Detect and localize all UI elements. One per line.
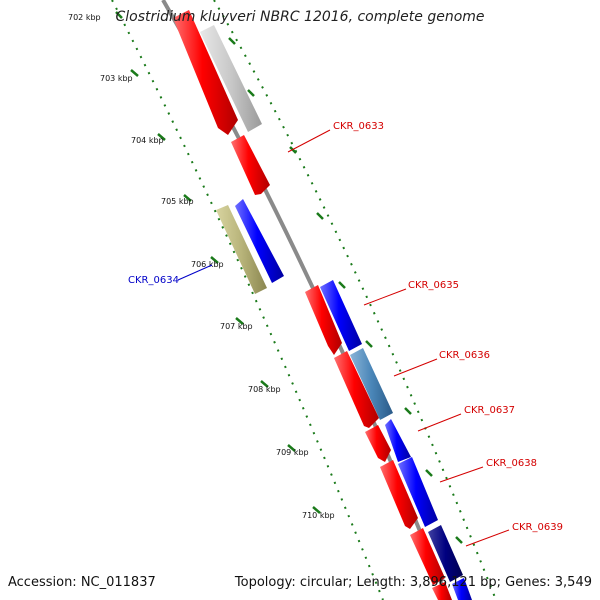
gene-label-ckr-0634[interactable]: CKR_0634 bbox=[128, 275, 179, 286]
gene-features bbox=[173, 10, 472, 600]
gene-feature[interactable] bbox=[320, 280, 362, 351]
leader-line bbox=[393, 358, 438, 377]
tick-label: 710 kbp bbox=[302, 511, 335, 520]
leader-line bbox=[363, 288, 407, 306]
leader-line bbox=[439, 466, 484, 483]
leader-line bbox=[465, 529, 510, 547]
gene-feature[interactable] bbox=[200, 25, 262, 132]
gene-feature[interactable] bbox=[231, 135, 270, 195]
gene-label-ckr-0636[interactable]: CKR_0636 bbox=[439, 350, 490, 361]
tick-label: 706 kbp bbox=[191, 260, 224, 269]
gene-feature[interactable] bbox=[452, 578, 472, 600]
gene-feature[interactable] bbox=[216, 205, 267, 294]
outer-tick-track bbox=[213, 0, 497, 600]
gene-feature[interactable] bbox=[305, 285, 342, 355]
tick-label: 702 kbp bbox=[68, 13, 101, 22]
leader-line bbox=[417, 413, 462, 432]
gene-feature[interactable] bbox=[380, 460, 418, 529]
gene-feature[interactable] bbox=[235, 199, 284, 283]
tick-label: 705 kbp bbox=[161, 197, 194, 206]
map-title: Clostridium kluyveri NBRC 12016, complet… bbox=[115, 9, 485, 25]
tick-label: 703 kbp bbox=[100, 74, 133, 83]
tick-label: 709 kbp bbox=[276, 448, 309, 457]
gene-label-ckr-0635[interactable]: CKR_0635 bbox=[408, 280, 459, 291]
gene-feature[interactable] bbox=[173, 10, 238, 135]
gene-feature[interactable] bbox=[410, 528, 445, 585]
gene-feature[interactable] bbox=[398, 457, 438, 527]
gene-label-ckr-0639[interactable]: CKR_0639 bbox=[512, 522, 563, 533]
gene-label-ckr-0637[interactable]: CKR_0637 bbox=[464, 405, 515, 416]
inner-tick-track bbox=[111, 0, 384, 600]
leader-line bbox=[287, 129, 331, 153]
gene-feature[interactable] bbox=[428, 525, 463, 582]
genome-summary-text: Topology: circular; Length: 3,896,121 bp… bbox=[234, 575, 592, 590]
tick-label: 708 kbp bbox=[248, 385, 281, 394]
gene-feature[interactable] bbox=[365, 425, 391, 462]
leader-line bbox=[177, 264, 213, 281]
gene-label-ckr-0638[interactable]: CKR_0638 bbox=[486, 458, 537, 469]
gene-labels: CKR_0633 CKR_0634 CKR_0635 CKR_0636 CKR_… bbox=[128, 121, 563, 533]
gene-feature[interactable] bbox=[334, 351, 379, 428]
accession-text: Accession: NC_011837 bbox=[8, 575, 156, 590]
gene-feature[interactable] bbox=[385, 419, 411, 462]
gene-feature[interactable] bbox=[350, 348, 393, 420]
gene-label-ckr-0633[interactable]: CKR_0633 bbox=[333, 121, 384, 132]
tick-label: 707 kbp bbox=[220, 322, 253, 331]
major-ticks-inner bbox=[115, 11, 321, 514]
major-ticks-outer bbox=[228, 37, 463, 544]
tick-label: 704 kbp bbox=[131, 136, 164, 145]
gene-label-leaders bbox=[177, 129, 510, 547]
gene-feature[interactable] bbox=[432, 582, 452, 600]
ruler-labels: 702 kbp 703 kbp 704 kbp 705 kbp 706 kbp … bbox=[68, 13, 335, 520]
